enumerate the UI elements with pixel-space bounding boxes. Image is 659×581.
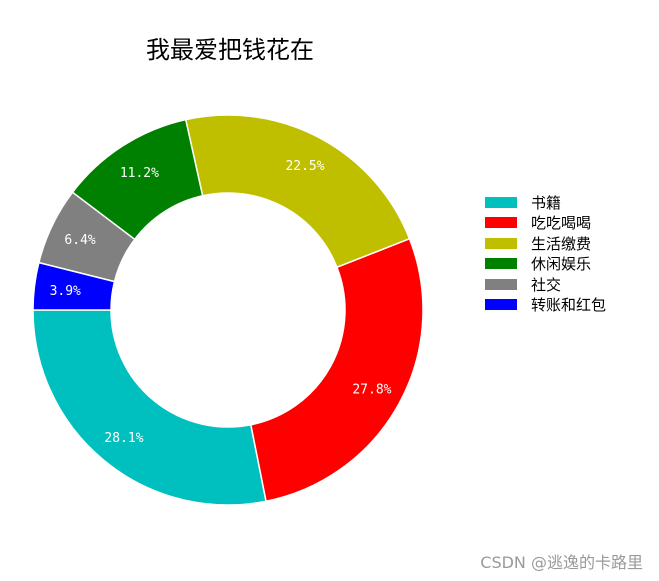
legend-label: 休闲娱乐: [531, 255, 592, 274]
legend-swatch: [485, 258, 517, 270]
legend-item: 书籍: [485, 192, 606, 213]
slice-percent-label: 6.4%: [64, 233, 95, 248]
slice-percent-label: 22.5%: [285, 159, 324, 174]
legend-label: 社交: [531, 275, 562, 294]
legend-item: 休闲娱乐: [485, 254, 606, 275]
slice-percent-label: 27.8%: [352, 383, 391, 398]
legend-item: 生活缴费: [485, 233, 606, 254]
donut-chart: 28.1% 27.8% 22.5% 11.2% 6.4% 3.9%: [32, 114, 424, 506]
donut-slice: [32, 261, 116, 311]
legend-item: 转账和红包: [485, 295, 606, 316]
chart-title: 我最爱把钱花在: [146, 36, 314, 64]
legend: 书籍 吃吃喝喝 生活缴费 休闲娱乐 社交 转账和红包: [485, 192, 606, 315]
legend-swatch: [485, 237, 517, 249]
legend-label: 书籍: [531, 193, 562, 212]
legend-label: 生活缴费: [531, 234, 592, 253]
legend-item: 吃吃喝喝: [485, 213, 606, 234]
legend-swatch: [485, 299, 517, 311]
donut-slice: [32, 309, 267, 506]
donut-slice: [184, 114, 411, 269]
slice-percent-label: 11.2%: [120, 166, 159, 181]
legend-swatch: [485, 278, 517, 290]
slice-percent-label: 3.9%: [50, 284, 81, 299]
legend-swatch: [485, 217, 517, 229]
legend-label: 吃吃喝喝: [531, 214, 592, 233]
legend-swatch: [485, 196, 517, 208]
legend-label: 转账和红包: [531, 296, 607, 315]
legend-item: 社交: [485, 274, 606, 295]
slice-percent-label: 28.1%: [104, 431, 143, 446]
donut-slice: [249, 237, 424, 503]
watermark: CSDN @逃逸的卡路里: [480, 553, 643, 572]
